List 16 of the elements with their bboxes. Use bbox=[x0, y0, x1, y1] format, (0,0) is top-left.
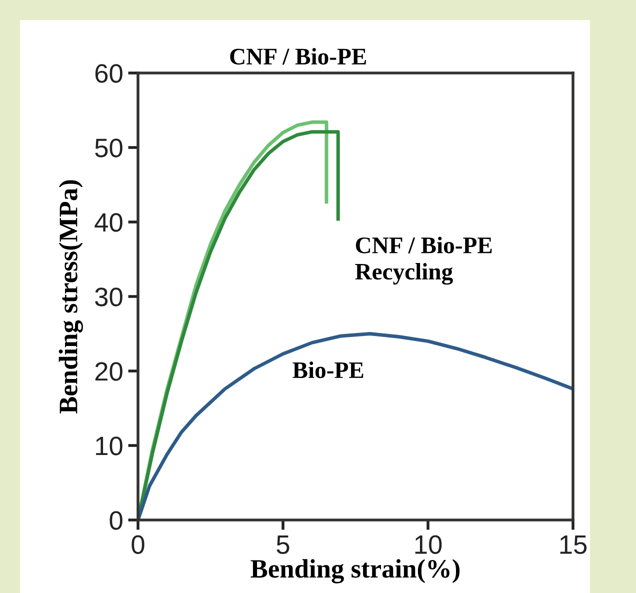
x-tick-label: 15 bbox=[560, 536, 587, 554]
y-axis-title: Bending stress(MPa) bbox=[58, 180, 83, 414]
y-tick-label: 10 bbox=[96, 436, 122, 456]
y-tick-label: 0 bbox=[110, 511, 122, 530]
y-tick-label: 20 bbox=[95, 362, 122, 381]
x-axis-title: Bending strain(%) bbox=[250, 559, 460, 584]
x-tick-label: 10 bbox=[415, 535, 442, 554]
series-label: CNF / Bio-PE Recycling bbox=[355, 236, 492, 285]
y-tick-label: 40 bbox=[94, 213, 122, 232]
text: CNF / Bio-PE bbox=[230, 48, 366, 65]
y-tick-label: 50 bbox=[95, 138, 122, 158]
x-tick-label: 5 bbox=[276, 536, 290, 554]
y-tick-label: 60 bbox=[95, 64, 122, 83]
series-label: Bio-PE bbox=[292, 362, 364, 378]
x-tick-label: 0 bbox=[132, 535, 144, 554]
y-tick-label: 30 bbox=[95, 288, 122, 306]
